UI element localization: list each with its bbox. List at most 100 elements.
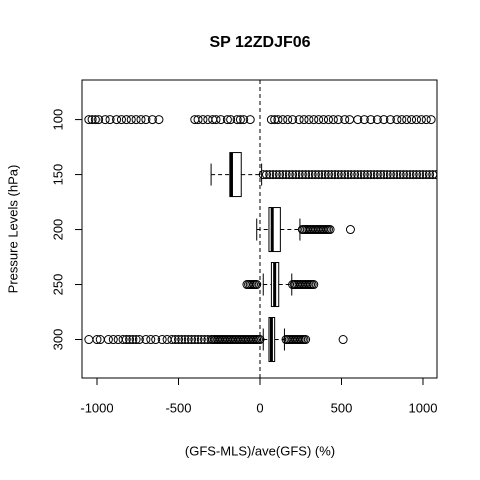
outlier <box>333 170 343 180</box>
outlier <box>121 115 131 125</box>
x-tick-label: 0 <box>256 400 263 415</box>
outlier <box>402 115 412 125</box>
outlier <box>402 170 412 180</box>
outlier <box>265 170 275 180</box>
outlier <box>330 170 340 180</box>
outlier <box>235 115 245 125</box>
outlier <box>317 170 327 180</box>
outlier <box>126 115 136 125</box>
outlier <box>426 115 436 125</box>
outlier <box>418 170 428 180</box>
outlier <box>297 170 307 180</box>
outlier <box>343 170 353 180</box>
outlier <box>416 115 426 125</box>
outlier <box>376 170 386 180</box>
outlier <box>108 335 118 345</box>
outlier <box>100 115 110 125</box>
outlier <box>338 335 348 345</box>
outlier <box>398 170 408 180</box>
outlier <box>278 170 288 180</box>
outlier <box>198 115 208 125</box>
outlier <box>301 335 311 345</box>
outlier <box>266 115 276 125</box>
outlier <box>131 335 141 345</box>
outlier <box>239 115 249 125</box>
outlier <box>304 115 314 125</box>
outlier <box>151 335 161 345</box>
outlier <box>245 115 255 125</box>
outlier <box>336 170 346 180</box>
outlier <box>350 170 360 180</box>
outlier <box>211 115 221 125</box>
outlier <box>309 115 319 125</box>
outlier <box>222 115 232 125</box>
outlier <box>116 115 126 125</box>
outlier <box>415 170 425 180</box>
outlier <box>411 115 421 125</box>
outlier <box>319 115 329 125</box>
outlier <box>294 115 304 125</box>
y-tick-label: 150 <box>50 164 65 186</box>
outlier <box>397 115 407 125</box>
outlier <box>141 115 151 125</box>
outlier <box>232 115 242 125</box>
outlier <box>105 115 115 125</box>
x-tick-label: -1000 <box>80 400 113 415</box>
outlier <box>288 115 298 125</box>
outlier <box>304 170 314 180</box>
outlier <box>216 115 226 125</box>
outlier <box>307 170 317 180</box>
outlier <box>262 170 272 180</box>
outlier <box>90 115 100 125</box>
outlier <box>278 115 288 125</box>
y-tick-label: 300 <box>50 329 65 351</box>
outlier <box>385 115 395 125</box>
outlier <box>389 170 399 180</box>
outlier <box>299 115 309 125</box>
outlier <box>323 170 333 180</box>
outlier <box>395 170 405 180</box>
outlier <box>271 170 281 180</box>
outlier <box>333 115 343 125</box>
outlier <box>167 335 177 345</box>
outlier <box>134 335 144 345</box>
outlier <box>118 335 128 345</box>
outlier <box>320 170 330 180</box>
outlier <box>294 170 304 180</box>
outlier <box>157 335 167 345</box>
outlier <box>411 170 421 180</box>
outlier <box>87 115 97 125</box>
outlier <box>353 115 363 125</box>
outlier <box>310 170 320 180</box>
outlier <box>309 280 319 290</box>
outlier <box>340 170 350 180</box>
x-tick-label: 1000 <box>409 400 438 415</box>
outlier <box>325 225 335 235</box>
x-tick-label: 500 <box>331 400 353 415</box>
outlier <box>421 170 431 180</box>
outlier <box>291 170 301 180</box>
outlier <box>187 335 197 345</box>
outlier <box>180 335 190 345</box>
outlier <box>431 170 437 180</box>
outlier <box>121 335 131 345</box>
outlier <box>284 170 294 180</box>
outlier <box>369 170 379 180</box>
outlier <box>366 170 376 180</box>
outlier <box>385 170 395 180</box>
outlier <box>327 170 337 180</box>
outlier <box>154 115 164 125</box>
outlier <box>382 170 392 180</box>
outlier <box>94 115 104 125</box>
outlier <box>183 335 193 345</box>
outlier <box>128 335 138 345</box>
outlier <box>405 170 415 180</box>
outlier <box>252 280 262 290</box>
x-tick-label: -500 <box>165 400 191 415</box>
outlier <box>146 335 156 345</box>
outlier <box>328 115 338 125</box>
outlier <box>112 115 122 125</box>
outlier <box>392 115 402 125</box>
outlier <box>283 115 293 125</box>
